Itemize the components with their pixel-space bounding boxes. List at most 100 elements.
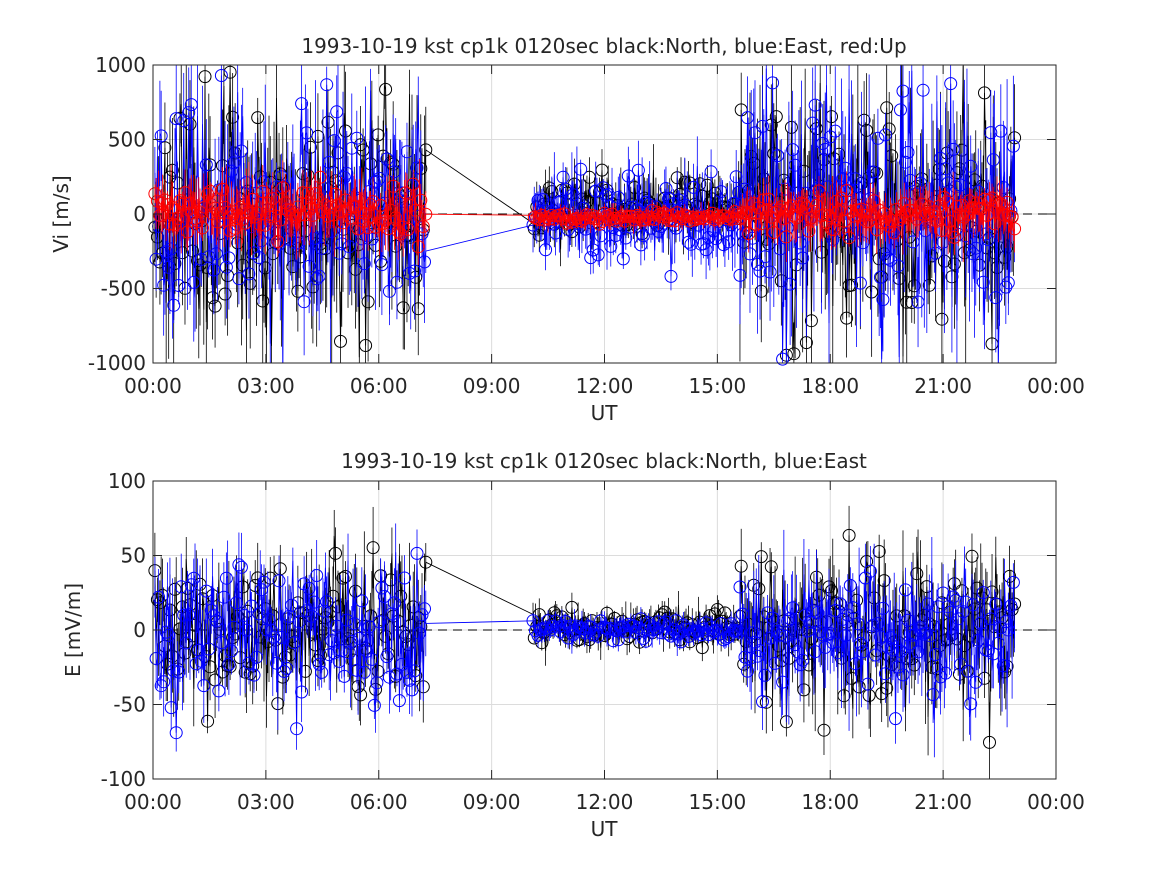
data-point — [270, 656, 283, 670]
data-point — [419, 143, 433, 157]
data-point — [379, 82, 393, 96]
data-point — [725, 212, 739, 226]
data-point — [247, 246, 261, 260]
data-point — [922, 200, 936, 214]
data-point — [683, 214, 697, 228]
data-point — [828, 604, 842, 617]
data-point — [951, 612, 965, 626]
data-point — [946, 590, 960, 604]
data-point — [209, 247, 223, 261]
data-point — [630, 208, 644, 222]
data-point — [899, 583, 912, 597]
data-point — [820, 216, 833, 230]
data-point — [405, 683, 419, 697]
data-point — [662, 192, 675, 206]
data-point — [664, 629, 678, 643]
data-point — [415, 608, 429, 622]
data-point — [201, 187, 215, 201]
data-point — [370, 174, 384, 188]
velocity-panel: 00:00 03:00 06:00 09:00 12:00 15:00 18:00 21:00… — [49, 34, 1085, 425]
data-point — [949, 593, 963, 607]
data-point — [868, 648, 882, 662]
data-point — [312, 657, 326, 671]
data-point — [895, 210, 909, 224]
data-point — [386, 179, 400, 193]
data-point — [688, 213, 702, 226]
data-point — [577, 212, 591, 226]
x-tick-label: 00:00 — [124, 790, 182, 814]
data-point — [313, 170, 327, 184]
x-tick-label: 15:00 — [689, 374, 747, 398]
data-point — [347, 617, 361, 631]
data-point — [382, 670, 396, 684]
data-point — [168, 218, 182, 232]
data-point — [714, 185, 728, 199]
data-point — [989, 597, 1003, 611]
data-point — [910, 567, 924, 581]
data-point — [994, 124, 1008, 138]
data-point — [906, 235, 920, 249]
data-point — [234, 560, 248, 574]
data-point — [884, 631, 897, 645]
data-point — [188, 212, 202, 226]
data-point — [837, 689, 851, 703]
data-point — [646, 623, 660, 637]
data-point — [751, 257, 764, 271]
data-point — [280, 661, 294, 675]
data-point — [303, 140, 317, 154]
data-point — [206, 207, 220, 221]
data-point — [929, 648, 943, 661]
y-tick-label: 100 — [108, 469, 146, 493]
data-point — [991, 636, 1005, 650]
data-point — [778, 629, 792, 643]
data-point — [173, 194, 187, 208]
data-point — [199, 158, 213, 172]
data-point — [326, 165, 340, 179]
data-point — [239, 623, 253, 637]
data-point — [882, 219, 896, 233]
data-point — [566, 188, 580, 202]
velocity-ticks: 00:00 03:00 06:00 09:00 12:00 15:00 18:00 21:00… — [88, 53, 1085, 398]
data-point — [876, 601, 890, 615]
data-point — [845, 671, 859, 685]
data-point — [781, 614, 795, 628]
data-point — [776, 352, 790, 366]
data-point — [275, 630, 289, 644]
data-point — [894, 103, 907, 117]
data-point — [636, 229, 650, 243]
data-point — [182, 106, 196, 120]
data-point — [957, 210, 971, 224]
data-point — [329, 187, 342, 201]
data-point — [926, 688, 940, 702]
data-point — [976, 586, 990, 600]
data-point — [305, 609, 319, 623]
data-point — [387, 596, 401, 610]
data-point — [184, 578, 198, 592]
data-point — [842, 528, 856, 542]
data-point — [582, 211, 596, 225]
data-point — [278, 196, 292, 210]
data-point — [841, 608, 855, 622]
data-point — [971, 633, 985, 647]
data-point — [297, 577, 311, 591]
data-point — [860, 123, 874, 137]
velocity-chart-title: 1993-10-19 kst cp1k 0120sec black:North,… — [301, 34, 906, 58]
data-point — [375, 581, 389, 595]
y-tick-label: 1000 — [95, 53, 146, 77]
data-point — [419, 207, 433, 221]
data-point — [242, 267, 256, 281]
data-point — [1001, 276, 1015, 290]
data-point — [148, 187, 162, 201]
data-point — [565, 600, 579, 614]
data-point — [291, 200, 305, 214]
data-point — [734, 559, 748, 573]
x-tick-label: 03:00 — [237, 374, 295, 398]
data-point — [204, 603, 218, 617]
data-point — [243, 206, 257, 220]
data-point — [251, 111, 265, 125]
data-point — [807, 204, 821, 218]
data-point — [245, 599, 258, 613]
data-point — [552, 208, 566, 222]
data-point — [198, 70, 212, 84]
data-point — [307, 595, 321, 609]
